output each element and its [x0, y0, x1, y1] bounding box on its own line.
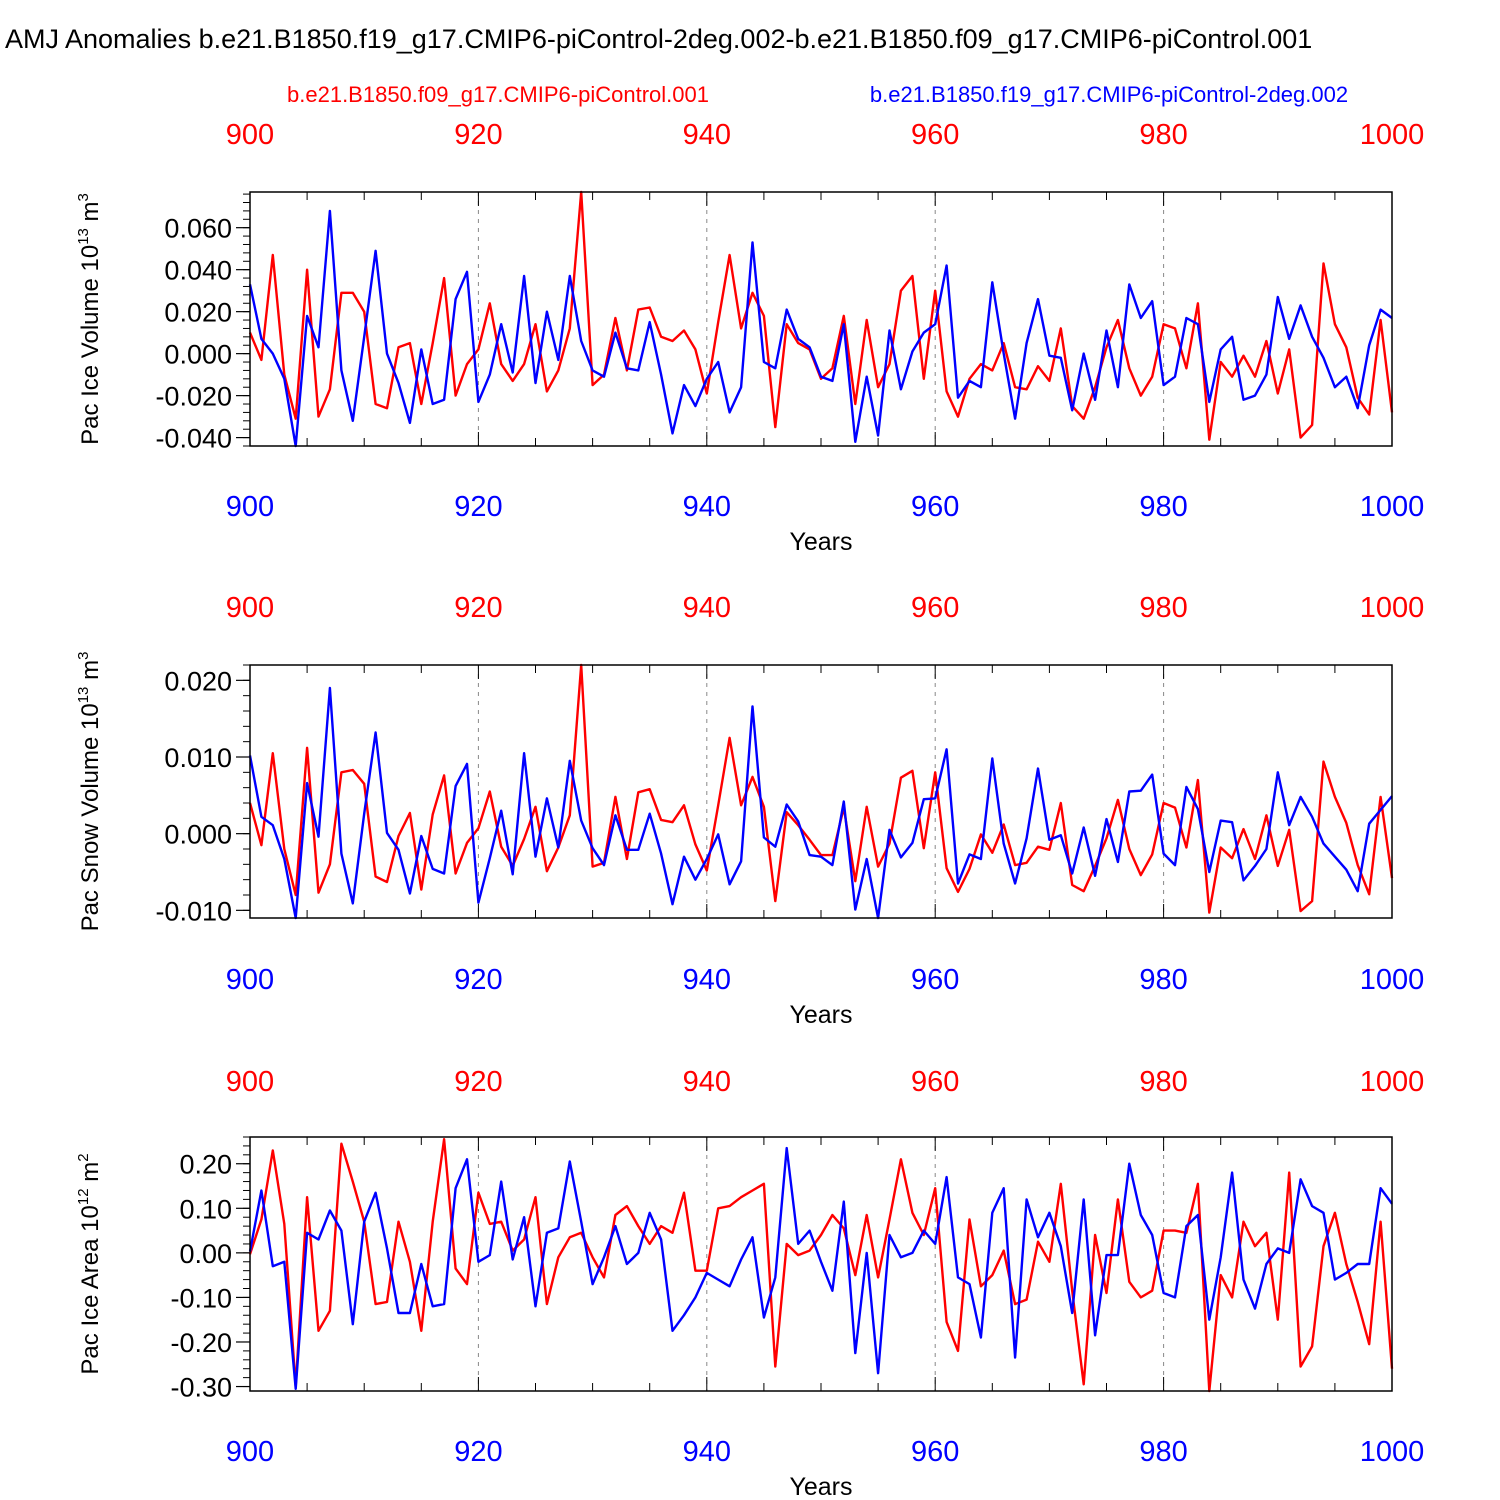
x-tick-label-top: 960	[911, 1066, 959, 1098]
y-axis-label-part: Pac Snow Volume 10	[77, 703, 104, 931]
y-axis-label-part: 13	[75, 687, 92, 704]
x-tick-label-bottom: 980	[1139, 964, 1187, 996]
x-axis-label: Years	[789, 1473, 852, 1500]
x-tick-label-bottom: 920	[454, 491, 502, 523]
x-tick-label-bottom: 980	[1139, 491, 1187, 523]
x-tick-label-bottom: 920	[454, 1436, 502, 1468]
y-tick-label: 0.000	[164, 340, 232, 370]
x-axis-label: Years	[789, 1001, 852, 1029]
x-tick-label-top: 940	[683, 119, 731, 151]
y-axis-label: Pac Ice Volume 1013 m3	[75, 193, 104, 445]
y-tick-label: 0.000	[164, 820, 232, 850]
y-tick-label: 0.20	[179, 1150, 232, 1180]
x-tick-label-top: 1000	[1360, 592, 1425, 624]
y-axis-label-part: 3	[75, 193, 92, 201]
x-tick-label-bottom: 900	[226, 491, 274, 523]
x-tick-label-top: 960	[911, 592, 959, 624]
plot-frame	[249, 664, 1393, 919]
page-title: AMJ Anomalies b.e21.B1850.f19_g17.CMIP6-…	[5, 24, 1312, 54]
x-tick-label-bottom: 960	[911, 1436, 959, 1468]
x-tick-label-bottom: 940	[683, 491, 731, 523]
x-tick-label-bottom: 900	[226, 1436, 274, 1468]
y-tick-label: 0.00	[179, 1239, 232, 1269]
x-axis-label: Years	[789, 528, 852, 556]
y-axis-label-part: m	[77, 201, 104, 228]
series-line-blue	[248, 686, 1393, 920]
x-tick-label-bottom: 920	[454, 964, 502, 996]
x-tick-label-bottom: 1000	[1360, 964, 1425, 996]
y-axis-label-part: Pac Ice Area 10	[77, 1205, 104, 1374]
y-tick-label: -0.040	[155, 424, 232, 454]
y-tick-label: 0.020	[164, 666, 232, 696]
plot-frame	[249, 191, 1393, 447]
y-axis-label-part: 3	[75, 652, 92, 660]
legend-blue-label: b.e21.B1850.f19_g17.CMIP6-piControl-2deg…	[870, 82, 1348, 107]
x-tick-label-top: 1000	[1360, 119, 1425, 151]
y-axis-label: Pac Ice Area 1012 m2	[75, 1153, 104, 1374]
y-tick-label: -0.20	[170, 1328, 232, 1358]
chart-panel-3: -0.30 -0.20 -0.10 0.00 0.10 0.20 900 900 920 920 9…	[75, 1066, 1424, 1500]
chart-panel-2: -0.010 0.000 0.010 0.020 900 900 920 920 940 940 9…	[75, 592, 1424, 1029]
x-tick-label-top: 920	[454, 119, 502, 151]
y-tick-label: 0.010	[164, 743, 232, 773]
y-axis-label-part: m	[77, 1162, 104, 1189]
x-tick-label-bottom: 960	[911, 491, 959, 523]
x-tick-label-top: 920	[454, 592, 502, 624]
x-tick-label-top: 980	[1139, 119, 1187, 151]
chart-panel-1: -0.040 -0.020 0.000 0.020 0.040 0.060 900 900 92…	[75, 119, 1424, 556]
series-line-blue	[248, 209, 1393, 448]
chart-panels: -0.040 -0.020 0.000 0.020 0.040 0.060 900 900 92…	[75, 119, 1424, 1500]
x-tick-label-top: 900	[226, 1066, 274, 1098]
x-tick-label-bottom: 1000	[1360, 1436, 1425, 1468]
x-tick-label-bottom: 900	[226, 964, 274, 996]
y-tick-label: -0.010	[155, 896, 232, 926]
x-tick-label-top: 980	[1139, 592, 1187, 624]
y-tick-label: 0.020	[164, 298, 232, 328]
x-tick-label-bottom: 940	[683, 964, 731, 996]
y-tick-label: -0.30	[170, 1373, 232, 1403]
x-tick-label-top: 900	[226, 119, 274, 151]
y-axis-label-part: Pac Ice Volume 10	[77, 245, 104, 445]
x-tick-label-top: 940	[683, 1066, 731, 1098]
y-tick-label: 0.060	[164, 214, 232, 244]
y-tick-label: 0.040	[164, 256, 232, 286]
x-tick-label-bottom: 940	[683, 1436, 731, 1468]
x-tick-label-top: 900	[226, 592, 274, 624]
legend-red-label: b.e21.B1850.f09_g17.CMIP6-piControl.001	[287, 82, 709, 107]
plot-frame	[249, 1136, 1393, 1392]
y-axis-label-part: 13	[75, 228, 92, 245]
y-tick-label: -0.020	[155, 382, 232, 412]
y-axis-label-part: 12	[75, 1188, 92, 1205]
x-tick-label-top: 920	[454, 1066, 502, 1098]
x-tick-label-bottom: 980	[1139, 1436, 1187, 1468]
x-tick-label-top: 1000	[1360, 1066, 1425, 1098]
y-tick-label: 0.10	[179, 1194, 232, 1224]
y-axis-label: Pac Snow Volume 1013 m3	[75, 652, 104, 932]
y-tick-label: -0.10	[170, 1283, 232, 1313]
series-line-red	[248, 663, 1394, 914]
x-tick-label-bottom: 1000	[1360, 491, 1425, 523]
series-line-blue	[248, 1146, 1393, 1391]
x-tick-label-bottom: 960	[911, 964, 959, 996]
y-axis-label-part: m	[77, 660, 104, 687]
x-tick-label-top: 980	[1139, 1066, 1187, 1098]
x-tick-label-top: 960	[911, 119, 959, 151]
x-tick-label-top: 940	[683, 592, 731, 624]
y-axis-label-part: 2	[75, 1153, 92, 1161]
series-line-red	[248, 190, 1394, 441]
